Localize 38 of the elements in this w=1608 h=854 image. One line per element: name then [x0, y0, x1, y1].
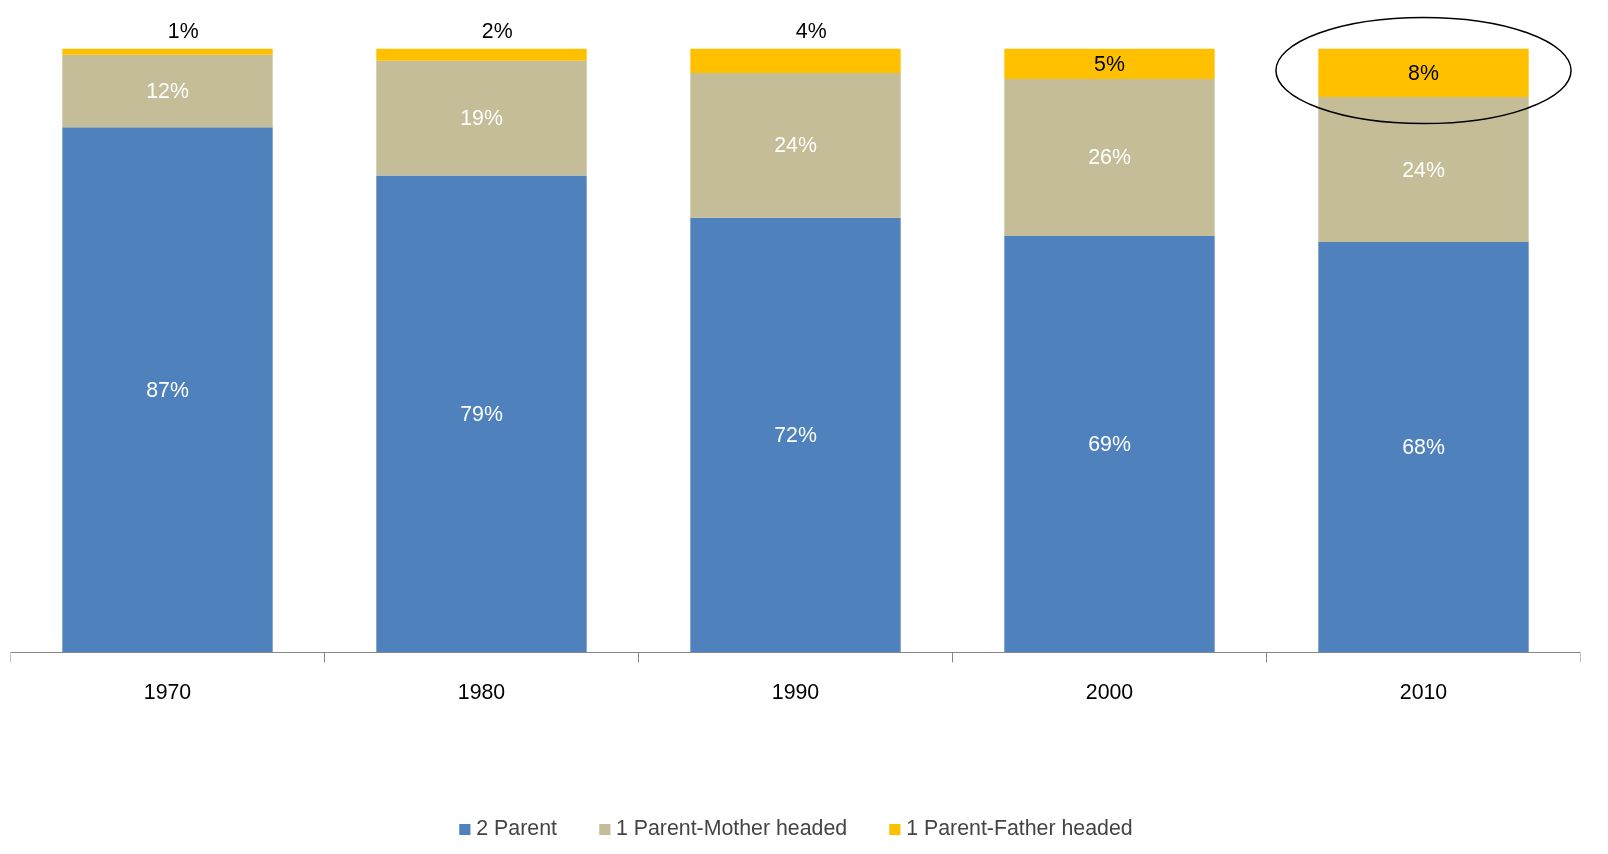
bar	[376, 48, 587, 61]
bar	[1004, 78, 1215, 236]
data-label: 69%	[1088, 432, 1131, 457]
bar	[62, 48, 273, 55]
bar	[376, 60, 587, 176]
x-tick-label: 2000	[1085, 680, 1134, 705]
bar	[1318, 241, 1529, 653]
data-label: 24%	[1402, 157, 1445, 182]
legend-label: 2 Parent	[476, 816, 557, 841]
legend-label: 1 Parent-Mother headed	[615, 816, 848, 841]
data-label: 1%	[167, 18, 199, 43]
data-label: 87%	[146, 377, 189, 402]
data-label: 72%	[774, 423, 817, 448]
legend-label: 1 Parent-Father headed	[906, 816, 1133, 841]
bar	[62, 54, 273, 128]
data-label: 68%	[1402, 435, 1445, 460]
bar	[376, 175, 587, 653]
bar	[690, 72, 901, 218]
bar	[1318, 97, 1529, 242]
data-label: 8%	[1408, 60, 1439, 85]
bar	[1004, 235, 1215, 653]
bar	[1004, 48, 1215, 79]
x-tick-label: 1990	[771, 680, 820, 705]
x-tick-label: 1980	[457, 680, 506, 705]
data-label: 26%	[1088, 145, 1131, 170]
data-label: 79%	[460, 401, 503, 426]
bar	[690, 217, 901, 653]
x-tick-label: 2010	[1399, 680, 1448, 705]
data-label: 5%	[1094, 51, 1125, 76]
bar	[690, 48, 901, 73]
data-label: 4%	[795, 18, 827, 43]
bar	[62, 127, 273, 653]
bar	[1318, 48, 1529, 98]
data-label: 12%	[146, 79, 189, 104]
data-label: 19%	[460, 106, 503, 131]
data-label: 24%	[774, 133, 817, 158]
x-tick-label: 1970	[143, 680, 192, 705]
data-label: 2%	[481, 18, 513, 43]
